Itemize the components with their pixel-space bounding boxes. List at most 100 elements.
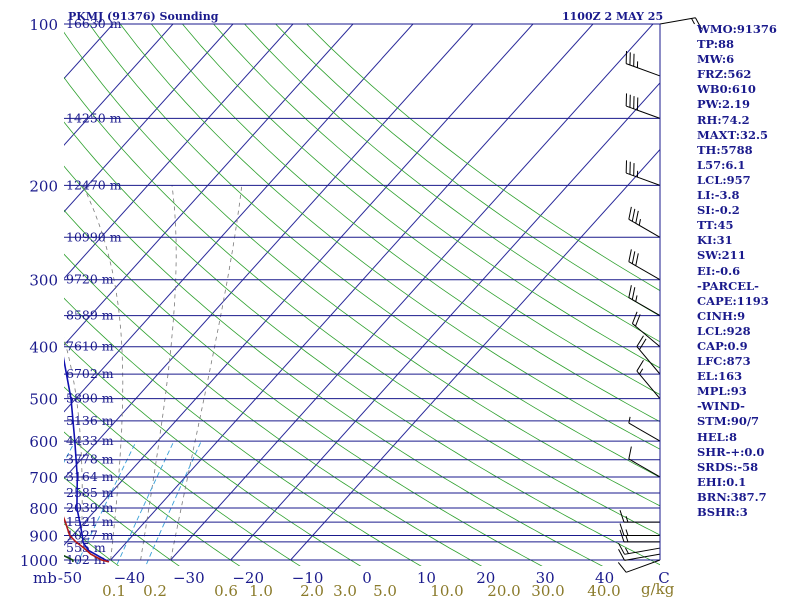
height-label: 3778 m [66,452,114,467]
wind-barb-staff [659,17,696,25]
wind-barb-flag [628,446,632,460]
mixing-ratio-label: 30.0 [531,582,564,600]
sounding-index-item: SHR-+:0.0 [697,444,765,459]
temperature-tick-labels: -50 −40 −30 −20 −10 0 10 20 30 40 C [58,569,670,587]
sounding-index-item: TT:45 [697,218,734,233]
mixing-ratio-label: 40.0 [587,582,620,600]
temperature-tick-label: 30 [536,569,555,587]
pressure-tick-label: 400 [29,339,58,357]
wind-barb [625,160,661,186]
wind-barb-flag [619,523,625,536]
wind-barb-staff [628,261,661,281]
height-label: 6702 m [66,366,114,381]
wind-barb [619,510,660,523]
isotherm-line [64,24,354,346]
mixing-ratio-label: 0.2 [143,582,167,600]
height-labels: 16630 m 14250 m 12470 m 10990 m 9720 m 8589 m… [66,16,122,567]
wind-barb-staff [628,458,661,478]
sounding-index-item: RH:74.2 [697,112,750,127]
isotherm-line [64,24,474,480]
mixing-ratio-label: 2.0 [300,582,324,600]
sounding-index-item: EHI:0.1 [697,474,747,489]
dry-adiabat-line [275,24,660,317]
wind-barb-staff [624,547,661,555]
temperature-tick-label: C [658,569,669,587]
wind-barb-half-flag [638,218,641,226]
mixing-ratio-label: 0.6 [214,582,238,600]
dry-adiabat-line [64,523,120,566]
sounding-index-item: EL:163 [697,369,743,384]
wind-barb-staff [632,323,661,348]
moist-adiabat-line [64,337,83,561]
isotherm-line [64,24,414,413]
y-axis-title: mb [33,569,57,587]
wind-barb-flag [618,548,625,561]
wind-barb [636,360,661,399]
mixing-ratio-label: 10.0 [430,582,463,600]
isobar-lines [64,23,660,561]
wind-barb [628,206,661,238]
wind-barbs [617,17,702,573]
wind-barb [628,249,661,281]
temperature-trace [64,516,110,563]
height-label: 5890 m [66,391,114,406]
isotherm-line [64,24,174,146]
isotherm-line [64,24,294,280]
wind-barb-flag [631,208,636,222]
pressure-tick-label: 300 [29,272,58,290]
dry-adiabat-lines [64,24,660,566]
wind-barb-staff [628,218,661,238]
mixing-ratio-label: 1.0 [249,582,273,600]
wind-barb [636,335,661,375]
wind-barb [619,523,660,536]
wind-barb [618,542,661,555]
wind-barb [631,311,661,348]
sounding-index-item: LCL:957 [697,172,751,187]
station-title: PKMJ (91376) Sounding [68,10,219,23]
dry-adiabat-line [88,24,660,478]
wind-barb-half-flag [625,529,629,536]
sounding-index-item: FRZ:562 [697,67,752,82]
sounding-index-item: LFC:873 [697,354,751,369]
sounding-index-item: CAP:0.9 [697,338,748,353]
wind-barb-half-flag [625,535,629,543]
sounding-index-item: PW:2.19 [697,97,751,112]
pressure-tick-label: 200 [29,177,58,195]
moist-adiabat-line [82,185,124,561]
mixing-ratio-lines [64,440,202,566]
dry-adiabat-line [306,24,660,292]
mixing-ratio-label: 20.0 [487,582,520,600]
isotherm-line [64,24,234,213]
temperature-tick-label: 20 [476,569,495,587]
pressure-tick-label: 600 [29,433,58,451]
sounding-index-item: SI:-0.2 [697,203,740,218]
wind-barb [617,559,661,573]
dry-adiabat-line [64,431,241,566]
wind-barb-staff [636,346,661,375]
height-label: 5136 m [66,413,114,428]
temperature-tick-label: 40 [595,569,614,587]
sounding-index-item: L57:6.1 [697,157,746,172]
mixing-ratio-label: 5.0 [373,582,397,600]
wind-barb-flag [631,287,636,300]
wind-barb-staff [626,63,661,77]
height-label: 14250 m [66,110,122,125]
wind-barb-flag [617,562,627,573]
sounding-index-item: BSHR:3 [697,505,748,519]
wind-barb-staff [624,553,661,561]
mixing-ratio-labels: 0.1 0.2 0.6 1.0 2.0 3.0 5.0 10.0 20.0 30.0 40.0 [102,582,621,600]
mixing-ratio-label: 0.1 [102,582,126,600]
pressure-tick-label: 800 [29,500,58,518]
wind-barb-half-flag [625,516,629,523]
pressure-tick-label: 100 [29,16,58,34]
sounding-profiles [64,356,110,563]
mixing-ratio-line [115,440,175,566]
height-label: 12470 m [66,177,122,192]
isotherm-line [170,24,654,561]
height-label: 3164 m [66,469,114,484]
sounding-index-item: EI:-0.6 [697,263,741,278]
mixing-ratio-label: 3.0 [333,582,357,600]
dry-adiabat-line [64,31,660,507]
temperature-tick-label: −40 [114,569,146,587]
wind-barb [618,548,661,561]
